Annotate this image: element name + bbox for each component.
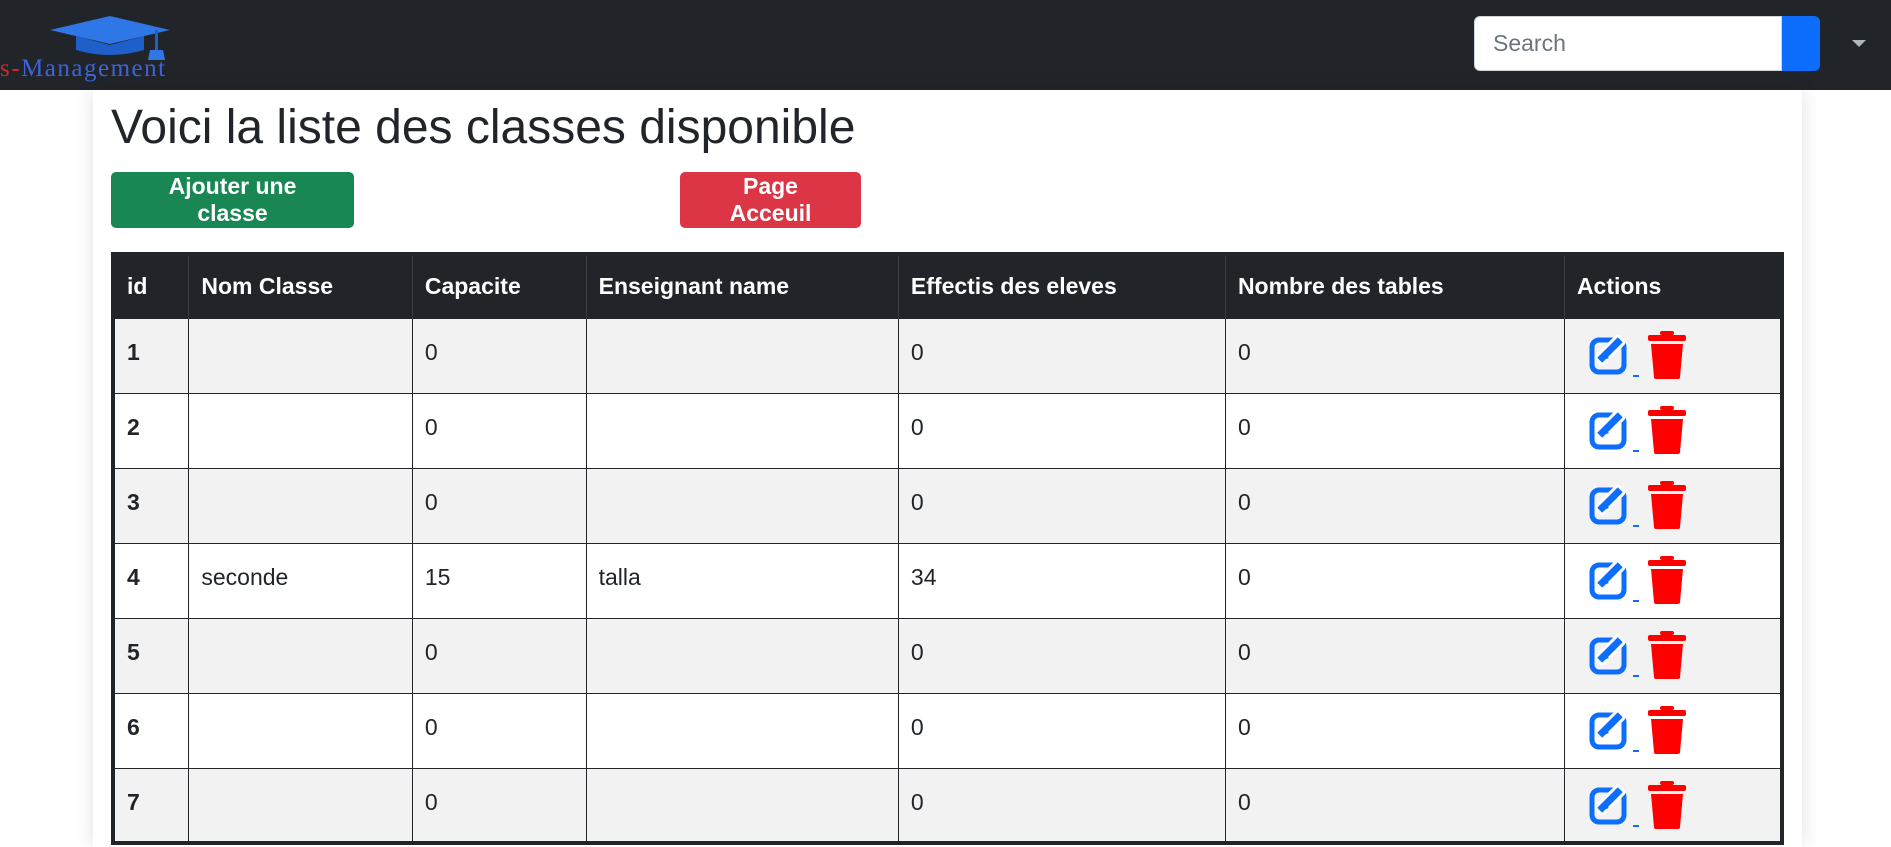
cell-enseignant — [585, 617, 899, 694]
cell-enseignant: talla — [585, 542, 899, 619]
cell-tables: 0 — [1224, 617, 1565, 694]
cell-actions — [1563, 692, 1783, 769]
search-group — [1474, 16, 1820, 71]
header-capacite: Capacite — [411, 254, 587, 318]
cell-effectif: 0 — [897, 767, 1226, 844]
cell-effectif: 0 — [897, 467, 1226, 544]
cell-enseignant — [585, 767, 899, 844]
trash-icon[interactable] — [1647, 630, 1687, 685]
trash-icon[interactable] — [1647, 330, 1687, 385]
cell-capacite: 0 — [411, 317, 587, 394]
edit-link-underline — [1632, 449, 1639, 452]
cell-capacite: 15 — [411, 542, 587, 619]
cell-enseignant — [585, 692, 899, 769]
edit-icon[interactable] — [1589, 706, 1635, 758]
brand-logo[interactable]: s-Management — [0, 14, 240, 82]
cell-effectif: 0 — [897, 692, 1226, 769]
cell-capacite: 0 — [411, 767, 587, 844]
edit-link-underline — [1632, 524, 1639, 527]
cell-actions — [1563, 542, 1783, 619]
cell-tables: 0 — [1224, 392, 1565, 469]
header-effectif: Effectis des eleves — [897, 254, 1226, 318]
table-row: 4 seconde 15 talla 34 0 — [112, 542, 1783, 619]
classes-table: id Nom Classe Capacite Enseignant name E… — [111, 252, 1784, 845]
cell-tables: 0 — [1224, 692, 1565, 769]
edit-icon[interactable] — [1589, 481, 1635, 533]
cell-nom-classe — [188, 317, 413, 394]
edit-icon[interactable] — [1589, 331, 1635, 383]
add-class-button[interactable]: Ajouter une classe — [111, 172, 354, 228]
brand-text: s-Management — [0, 55, 167, 82]
cell-effectif: 0 — [897, 317, 1226, 394]
cell-actions — [1563, 467, 1783, 544]
cell-nom-classe — [188, 617, 413, 694]
cell-actions — [1563, 617, 1783, 694]
cell-actions — [1563, 767, 1783, 844]
header-actions: Actions — [1563, 254, 1782, 318]
table-header-row: id Nom Classe Capacite Enseignant name E… — [113, 254, 1782, 318]
cell-capacite: 0 — [411, 467, 587, 544]
cell-nom-classe — [188, 767, 413, 844]
graduation-cap-icon — [50, 16, 170, 60]
edit-link-underline — [1632, 374, 1639, 377]
cell-nom-classe — [188, 467, 413, 544]
trash-icon[interactable] — [1647, 405, 1687, 460]
cell-tables: 0 — [1224, 317, 1565, 394]
search-input[interactable] — [1474, 16, 1782, 71]
edit-icon[interactable] — [1589, 781, 1635, 833]
header-enseignant: Enseignant name — [585, 254, 899, 318]
trash-icon[interactable] — [1647, 780, 1687, 835]
page-title: Voici la liste des classes disponible — [111, 101, 856, 154]
trash-icon[interactable] — [1647, 705, 1687, 760]
edit-link-underline — [1632, 674, 1639, 677]
cell-capacite: 0 — [411, 617, 587, 694]
edit-link-underline — [1632, 749, 1639, 752]
cell-tables: 0 — [1224, 542, 1565, 619]
cell-nom-classe — [188, 392, 413, 469]
cell-actions — [1563, 317, 1783, 394]
edit-link-underline — [1632, 599, 1639, 602]
edit-icon[interactable] — [1589, 406, 1635, 458]
edit-icon[interactable] — [1589, 631, 1635, 683]
cell-capacite: 0 — [411, 392, 587, 469]
home-page-button[interactable]: Page Acceuil — [680, 172, 861, 228]
cell-effectif: 0 — [897, 392, 1226, 469]
cell-id: 7 — [112, 767, 190, 844]
cell-effectif: 34 — [897, 542, 1226, 619]
cell-nom-classe: seconde — [188, 542, 413, 619]
navbar: s-Management — [0, 0, 1891, 90]
edit-link-underline — [1632, 824, 1639, 827]
header-tables: Nombre des tables — [1224, 254, 1565, 318]
search-button[interactable] — [1782, 16, 1820, 71]
cell-tables: 0 — [1224, 767, 1565, 844]
cell-nom-classe — [188, 692, 413, 769]
cell-enseignant — [585, 392, 899, 469]
cell-id: 6 — [112, 692, 190, 769]
cell-id: 2 — [112, 392, 190, 469]
trash-icon[interactable] — [1647, 555, 1687, 610]
header-id: id — [113, 254, 189, 318]
cell-capacite: 0 — [411, 692, 587, 769]
cell-id: 4 — [112, 542, 190, 619]
dropdown-caret-icon[interactable] — [1852, 40, 1866, 47]
main-container: Voici la liste des classes disponible Aj… — [93, 90, 1802, 847]
header-nom-classe: Nom Classe — [188, 254, 413, 318]
cell-id: 5 — [112, 617, 190, 694]
cell-id: 1 — [112, 317, 190, 394]
trash-icon[interactable] — [1647, 480, 1687, 535]
cell-id: 3 — [112, 467, 190, 544]
cell-enseignant — [585, 467, 899, 544]
cell-effectif: 0 — [897, 617, 1226, 694]
edit-icon[interactable] — [1589, 556, 1635, 608]
cell-actions — [1563, 392, 1783, 469]
cell-tables: 0 — [1224, 467, 1565, 544]
cell-enseignant — [585, 317, 899, 394]
